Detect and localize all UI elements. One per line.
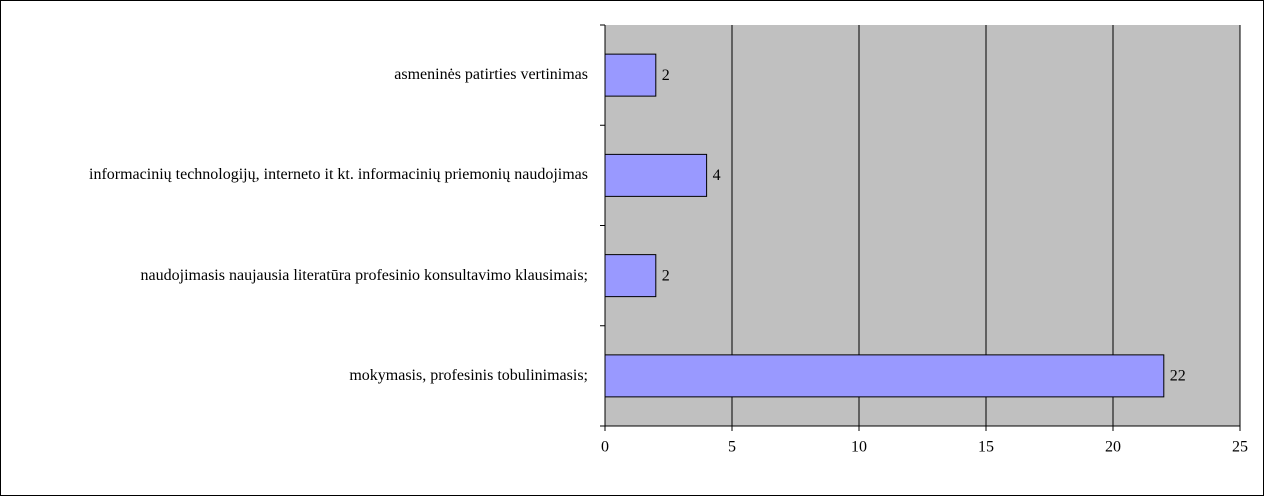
bar xyxy=(604,354,1165,398)
value-label: 4 xyxy=(713,167,721,184)
bar xyxy=(604,53,657,97)
category-text: mokymasis, profesinis tobulinimasis; xyxy=(349,366,588,384)
category-text: asmeninės patirties vertinimas xyxy=(394,66,588,84)
bar xyxy=(604,254,657,298)
category-text: naudojimasis naujausia literatūra profes… xyxy=(140,266,588,284)
x-tick-label: 25 xyxy=(1232,439,1248,456)
category-label: mokymasis, profesinis tobulinimasis; xyxy=(0,346,588,406)
x-tick-label: 0 xyxy=(601,439,609,456)
category-label: informacinių technologijų, interneto it … xyxy=(0,145,588,205)
value-label: 22 xyxy=(1170,368,1186,385)
bar xyxy=(604,153,708,197)
x-tick-label: 20 xyxy=(1105,439,1121,456)
value-label: 2 xyxy=(662,67,670,84)
value-label: 2 xyxy=(662,267,670,284)
category-label: naudojimasis naujausia literatūra profes… xyxy=(0,246,588,306)
x-tick-label: 10 xyxy=(851,439,867,456)
category-label: asmeninės patirties vertinimas xyxy=(0,45,588,105)
x-tick-label: 5 xyxy=(728,439,736,456)
category-text: informacinių technologijų, interneto it … xyxy=(89,166,588,184)
x-tick-label: 15 xyxy=(978,439,994,456)
